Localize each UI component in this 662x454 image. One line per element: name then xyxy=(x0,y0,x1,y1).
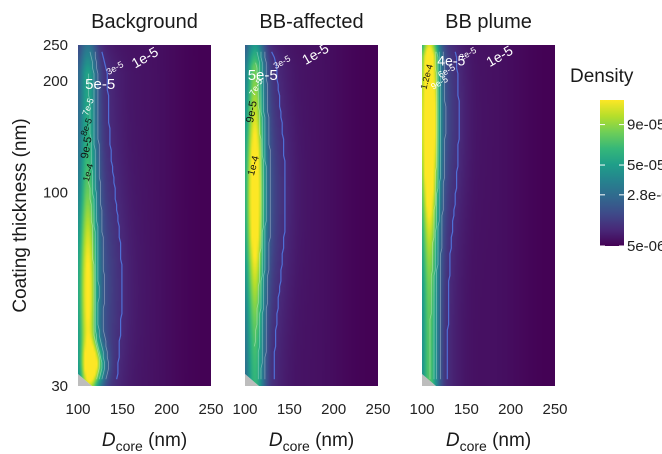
x-axis-title: Dcore (nm) xyxy=(102,430,187,454)
x-tick-label: 100 xyxy=(232,401,257,418)
y-tick-label: 30 xyxy=(51,378,68,395)
y-tick-label: 200 xyxy=(43,73,68,90)
x-axis-title: Dcore (nm) xyxy=(269,430,354,454)
contour-line xyxy=(94,51,109,380)
x-tick-label: 150 xyxy=(277,401,302,418)
contour-line xyxy=(440,51,447,380)
contour-label: 5e-5 xyxy=(248,67,278,84)
contour-line xyxy=(256,51,264,380)
legend-colorbar xyxy=(600,100,624,246)
legend-tick-label: 5e-06 xyxy=(627,238,662,255)
x-tick-label: 100 xyxy=(65,401,90,418)
legend-title: Density xyxy=(570,66,634,87)
contour-line xyxy=(446,51,460,380)
y-tick-label: 250 xyxy=(43,37,68,54)
x-tick-label: 150 xyxy=(110,401,135,418)
x-axis-title: Dcore (nm) xyxy=(446,430,531,454)
x-tick-label: 200 xyxy=(498,401,523,418)
contour-label: 4e-5 xyxy=(437,53,465,69)
contour-label: 1e-4 xyxy=(246,154,262,177)
contour-line xyxy=(253,62,262,347)
legend-tick-label: 2.8e-05 xyxy=(627,187,662,204)
contour-line xyxy=(429,51,437,380)
legend-tick-label: 9e-05 xyxy=(627,117,662,134)
contour-line xyxy=(264,51,271,380)
legend-tick-label: 5e-05 xyxy=(627,157,662,174)
x-tick-label: 250 xyxy=(198,401,223,418)
panel-title: BB-affected xyxy=(259,11,363,33)
panel-title: BB plume xyxy=(445,11,532,33)
x-tick-label: 200 xyxy=(321,401,346,418)
contour-label: 9e-5 xyxy=(244,100,260,124)
panel-title: Background xyxy=(91,11,198,33)
contour-label: 5e-5 xyxy=(85,76,115,93)
x-tick-label: 250 xyxy=(365,401,390,418)
y-tick-label: 100 xyxy=(43,184,68,201)
density-heatmap xyxy=(78,45,211,386)
contour-line xyxy=(89,51,105,380)
contour-line xyxy=(433,51,439,380)
y-axis-title: Coating thickness (nm) xyxy=(10,118,31,312)
contour-line xyxy=(86,171,100,380)
x-tick-label: 100 xyxy=(409,401,434,418)
panel-background: 1e-53e-55e-57e-58e-59e-51e-4Background10… xyxy=(65,11,223,454)
x-tick-label: 150 xyxy=(454,401,479,418)
contour-line xyxy=(88,73,103,380)
contour-label: 1e-4 xyxy=(81,163,95,183)
contour-label: 9e-5 xyxy=(79,136,95,160)
density-heatmap xyxy=(245,45,378,386)
x-tick-label: 200 xyxy=(154,401,179,418)
contour-line xyxy=(436,51,441,380)
density-heatmap xyxy=(422,45,555,386)
contour-line xyxy=(271,51,286,380)
contour-line xyxy=(101,51,123,380)
x-tick-label: 250 xyxy=(542,401,567,418)
contour-line xyxy=(260,51,267,380)
